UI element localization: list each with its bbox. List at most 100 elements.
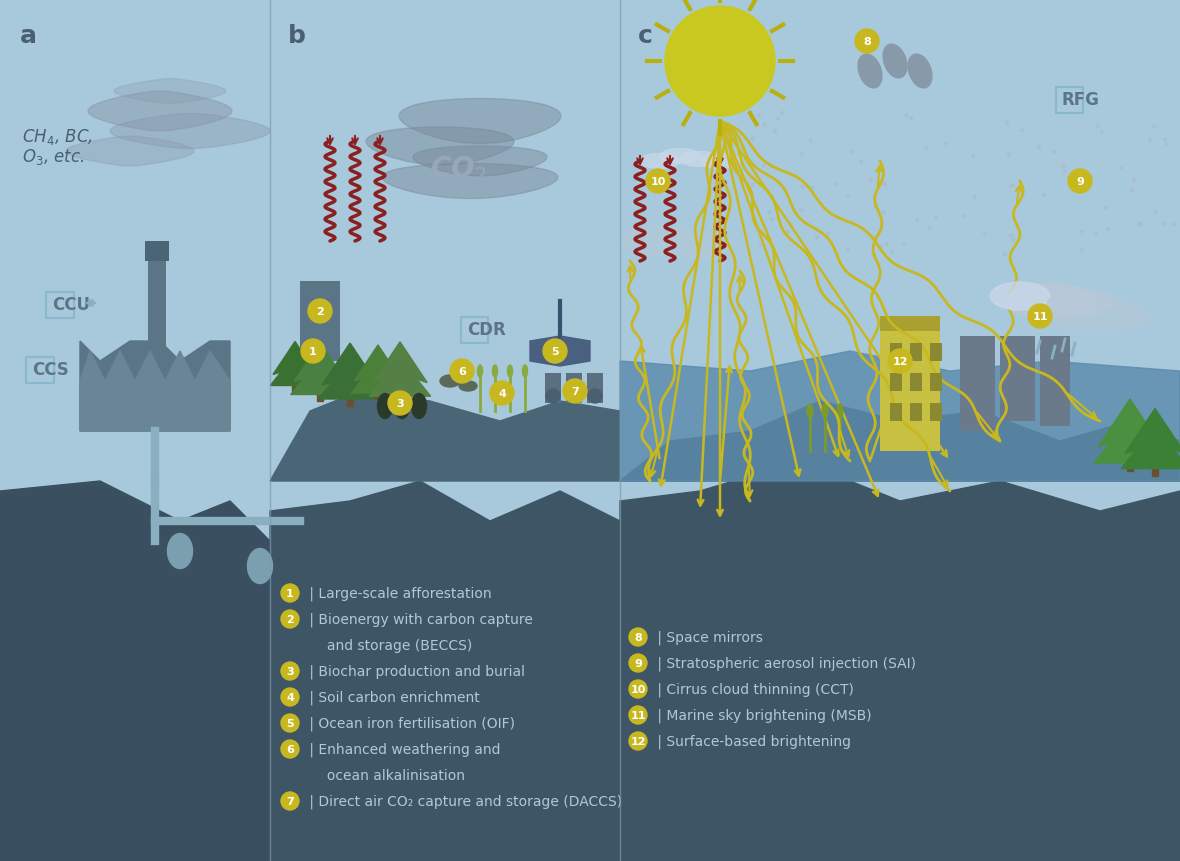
Polygon shape (114, 79, 227, 104)
Circle shape (450, 360, 474, 383)
Bar (300, 282, 340, 362)
Bar (930, 374, 942, 392)
Text: 3: 3 (287, 666, 294, 676)
Ellipse shape (883, 45, 907, 78)
Polygon shape (80, 342, 230, 431)
Ellipse shape (378, 394, 393, 419)
Ellipse shape (1048, 291, 1113, 316)
Ellipse shape (394, 394, 409, 419)
Ellipse shape (459, 381, 477, 392)
Text: c: c (638, 24, 653, 48)
Text: | Soil carbon enrichment: | Soil carbon enrichment (304, 690, 480, 704)
Bar (930, 404, 942, 422)
Circle shape (974, 196, 976, 199)
Ellipse shape (680, 152, 720, 167)
Ellipse shape (478, 366, 483, 378)
Ellipse shape (909, 55, 932, 89)
Circle shape (1094, 232, 1097, 235)
Text: 9: 9 (1076, 177, 1084, 187)
Text: 7: 7 (286, 796, 294, 806)
Bar (148, 251, 166, 431)
Polygon shape (1094, 400, 1166, 463)
Text: 8: 8 (863, 37, 871, 47)
Bar (890, 344, 902, 362)
Text: CO$_2$: CO$_2$ (430, 154, 486, 183)
Polygon shape (270, 392, 620, 481)
Ellipse shape (523, 366, 527, 378)
Circle shape (1139, 225, 1142, 227)
Circle shape (1062, 164, 1066, 168)
Circle shape (1037, 146, 1041, 149)
Circle shape (1063, 170, 1067, 174)
Circle shape (1153, 126, 1155, 129)
Circle shape (763, 124, 766, 127)
Circle shape (905, 115, 907, 118)
Polygon shape (350, 345, 405, 393)
Polygon shape (88, 92, 232, 132)
Circle shape (1163, 139, 1167, 142)
Text: 2: 2 (286, 614, 294, 624)
Circle shape (847, 249, 850, 251)
Circle shape (1010, 185, 1014, 188)
Circle shape (629, 706, 647, 724)
Circle shape (891, 251, 893, 254)
Text: 4: 4 (498, 388, 506, 399)
Circle shape (884, 184, 886, 187)
Circle shape (1080, 186, 1083, 189)
Ellipse shape (588, 389, 602, 404)
Circle shape (1130, 189, 1133, 193)
Ellipse shape (858, 55, 881, 89)
Text: | Direct air CO₂ capture and storage (DACCS): | Direct air CO₂ capture and storage (DA… (304, 794, 622, 808)
Ellipse shape (990, 282, 1050, 311)
Text: 12: 12 (630, 736, 645, 746)
Polygon shape (0, 481, 270, 861)
Text: | Stratospheric aerosol injection (SAI): | Stratospheric aerosol injection (SAI) (653, 656, 916, 671)
Circle shape (984, 232, 986, 236)
Polygon shape (620, 351, 1180, 481)
Polygon shape (270, 342, 320, 386)
Ellipse shape (168, 534, 192, 569)
Text: CDR: CDR (467, 320, 506, 338)
Circle shape (874, 205, 877, 208)
Ellipse shape (822, 405, 828, 418)
Circle shape (281, 740, 299, 759)
Circle shape (846, 196, 850, 199)
Bar (880, 317, 940, 331)
Circle shape (871, 255, 874, 257)
Circle shape (787, 231, 789, 234)
Ellipse shape (492, 366, 498, 378)
Circle shape (811, 187, 814, 190)
Text: RFG: RFG (1062, 91, 1100, 108)
Bar (910, 344, 922, 362)
Polygon shape (319, 344, 381, 400)
Bar (145, 242, 169, 262)
Bar (890, 404, 902, 422)
Circle shape (281, 688, 299, 706)
Ellipse shape (412, 394, 426, 419)
Text: | Surface-based brightening: | Surface-based brightening (653, 734, 851, 748)
Text: 5: 5 (551, 347, 559, 356)
Circle shape (543, 339, 568, 363)
Circle shape (963, 215, 965, 218)
Bar (890, 374, 902, 392)
Text: and storage (BECCS): and storage (BECCS) (304, 638, 472, 653)
Circle shape (1003, 253, 1007, 257)
Ellipse shape (248, 548, 273, 584)
Circle shape (1154, 212, 1156, 214)
Text: | Large-scale afforestation: | Large-scale afforestation (304, 586, 492, 601)
FancyBboxPatch shape (461, 318, 489, 344)
Text: | Bioenergy with carbon capture: | Bioenergy with carbon capture (304, 612, 533, 627)
Text: 6: 6 (286, 744, 294, 754)
Circle shape (1010, 235, 1012, 238)
Circle shape (815, 237, 819, 240)
Circle shape (281, 610, 299, 629)
Circle shape (1096, 126, 1099, 129)
Text: 5: 5 (287, 718, 294, 728)
Text: | Marine sky brightening (MSB): | Marine sky brightening (MSB) (653, 708, 872, 722)
Circle shape (935, 217, 937, 220)
Circle shape (1043, 195, 1045, 197)
Ellipse shape (670, 234, 730, 259)
Ellipse shape (660, 149, 700, 164)
Circle shape (834, 183, 838, 186)
Circle shape (773, 130, 776, 133)
